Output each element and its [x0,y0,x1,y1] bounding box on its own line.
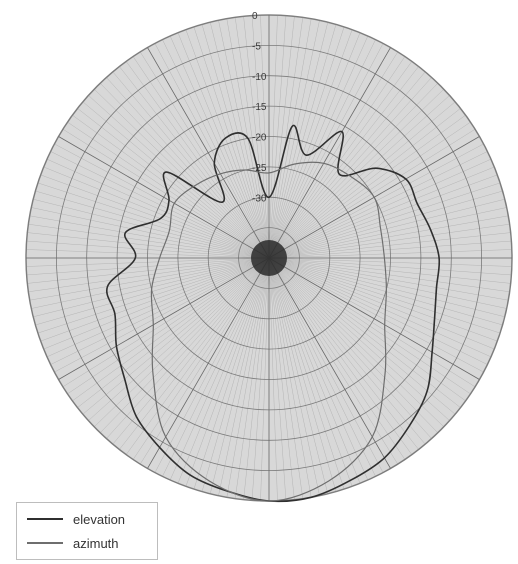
radial-tick-label: 0 [252,11,258,22]
radial-tick-label: -15 [252,102,267,113]
legend-swatch-azimuth [27,542,63,544]
legend-item-azimuth: azimuth [17,533,119,553]
radial-tick-label: -5 [252,41,261,52]
radial-tick-label: -30 [252,193,267,204]
legend: elevation azimuth [16,502,158,560]
radial-tick-label: -10 [252,72,267,83]
legend-label-elevation: elevation [73,511,126,527]
radial-tick-labels: 0 -5 -10 -15 -20 -25 -30 [252,11,267,204]
series-layer [105,124,441,503]
radial-tick-label: -20 [252,133,267,144]
legend-label-azimuth: azimuth [73,535,119,551]
radial-tick-label: -25 [252,163,267,174]
legend-item-elevation: elevation [17,509,125,529]
center-hub [251,240,287,276]
grid-spoke [147,47,270,259]
grid-spoke [58,136,270,259]
grid-spoke [268,257,391,469]
major-grid [25,14,513,502]
grid-spoke [268,47,391,259]
grid-spoke [268,257,480,380]
grid-spoke [147,257,270,469]
series-line-azimuth [150,161,388,502]
grid-spoke [58,257,270,380]
legend-swatch-elevation [27,518,63,520]
